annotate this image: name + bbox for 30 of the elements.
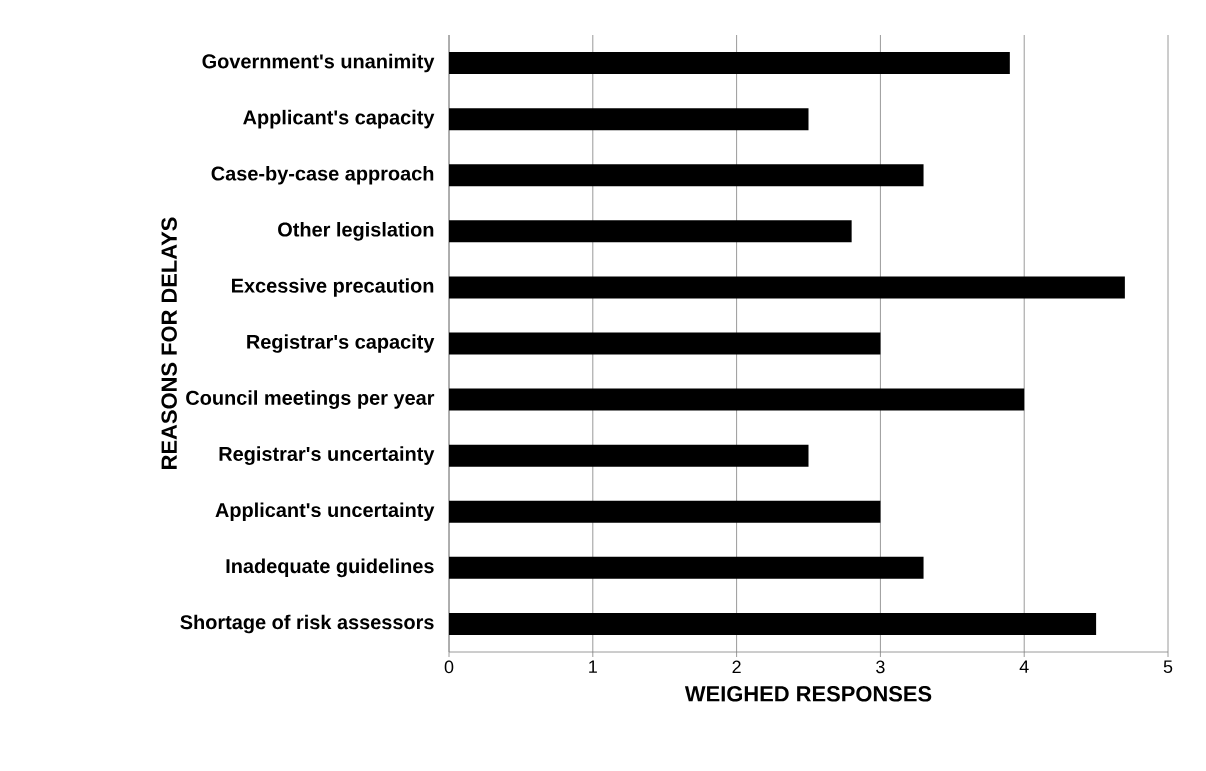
y-tick-label: Applicant's capacity [243, 109, 435, 129]
y-tick-label: Inadequate guidelines [226, 558, 434, 578]
bar [449, 164, 924, 187]
bar [449, 332, 881, 355]
y-tick-label: Government's unanimity [202, 53, 435, 73]
bar [449, 500, 881, 523]
x-tick-label: 2 [732, 660, 741, 674]
x-tick-label: 3 [876, 660, 885, 674]
x-tick-label: 4 [1019, 660, 1029, 673]
bar [449, 276, 1125, 299]
x-tick-label: 1 [589, 660, 597, 673]
bar [449, 388, 1025, 411]
x-tick-label: 5 [1163, 660, 1173, 674]
y-tick-label: Case-by-case approach [211, 165, 434, 185]
bar [449, 108, 809, 131]
y-tick-label: Applicant's uncertainty [215, 502, 435, 522]
y-tick-label: Council meetings per year [186, 390, 435, 409]
bar [449, 556, 924, 579]
y-tick-label: Excessive precaution [232, 278, 434, 297]
y-tick-label: Other legislation [278, 221, 434, 241]
y-tick-label: Shortage of risk assessors [180, 614, 434, 634]
y-tick-label: Registrar's capacity [247, 334, 435, 353]
y-axis-title: REASONS FOR DELAYS [161, 217, 177, 469]
bar [449, 220, 852, 243]
y-tick-label: Registrar's uncertainty [219, 446, 435, 466]
bar [449, 444, 809, 467]
bar [449, 612, 1097, 635]
x-axis-title: WEIGHED RESPONSES [684, 686, 932, 702]
x-tick-label: 0 [444, 660, 454, 674]
bar [449, 52, 1010, 75]
